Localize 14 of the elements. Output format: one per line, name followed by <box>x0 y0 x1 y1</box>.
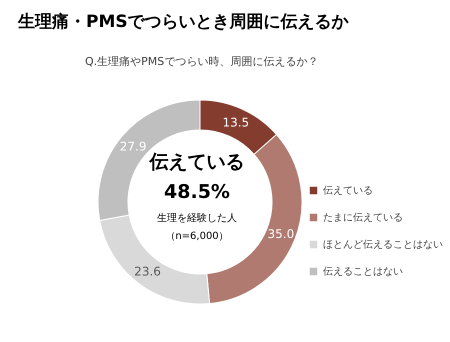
text: （n=6,000） <box>165 231 229 242</box>
text: 生理を経験した人 <box>157 212 237 224</box>
legend-label: たまに伝えている <box>323 212 403 224</box>
legend-label: 伝えることはない <box>323 266 403 278</box>
legend-label: ほとんど伝えることはない <box>323 240 443 250</box>
data-label: 23.6 <box>134 264 161 278</box>
chart-subtitle: Q.生理痛やPMSでつらい時、周囲に伝えるか？ <box>85 55 318 68</box>
data-label: 35.0 <box>268 227 294 242</box>
data-label: 27.9 <box>120 139 146 154</box>
text: 伝えている <box>148 151 244 173</box>
legend-label: 伝えている <box>323 186 373 196</box>
chart-title: 生理痛・PMSでつらいとき周囲に伝えるか <box>17 12 350 32</box>
text: 48.5% <box>164 181 230 203</box>
data-label: 13.5 <box>222 116 250 130</box>
